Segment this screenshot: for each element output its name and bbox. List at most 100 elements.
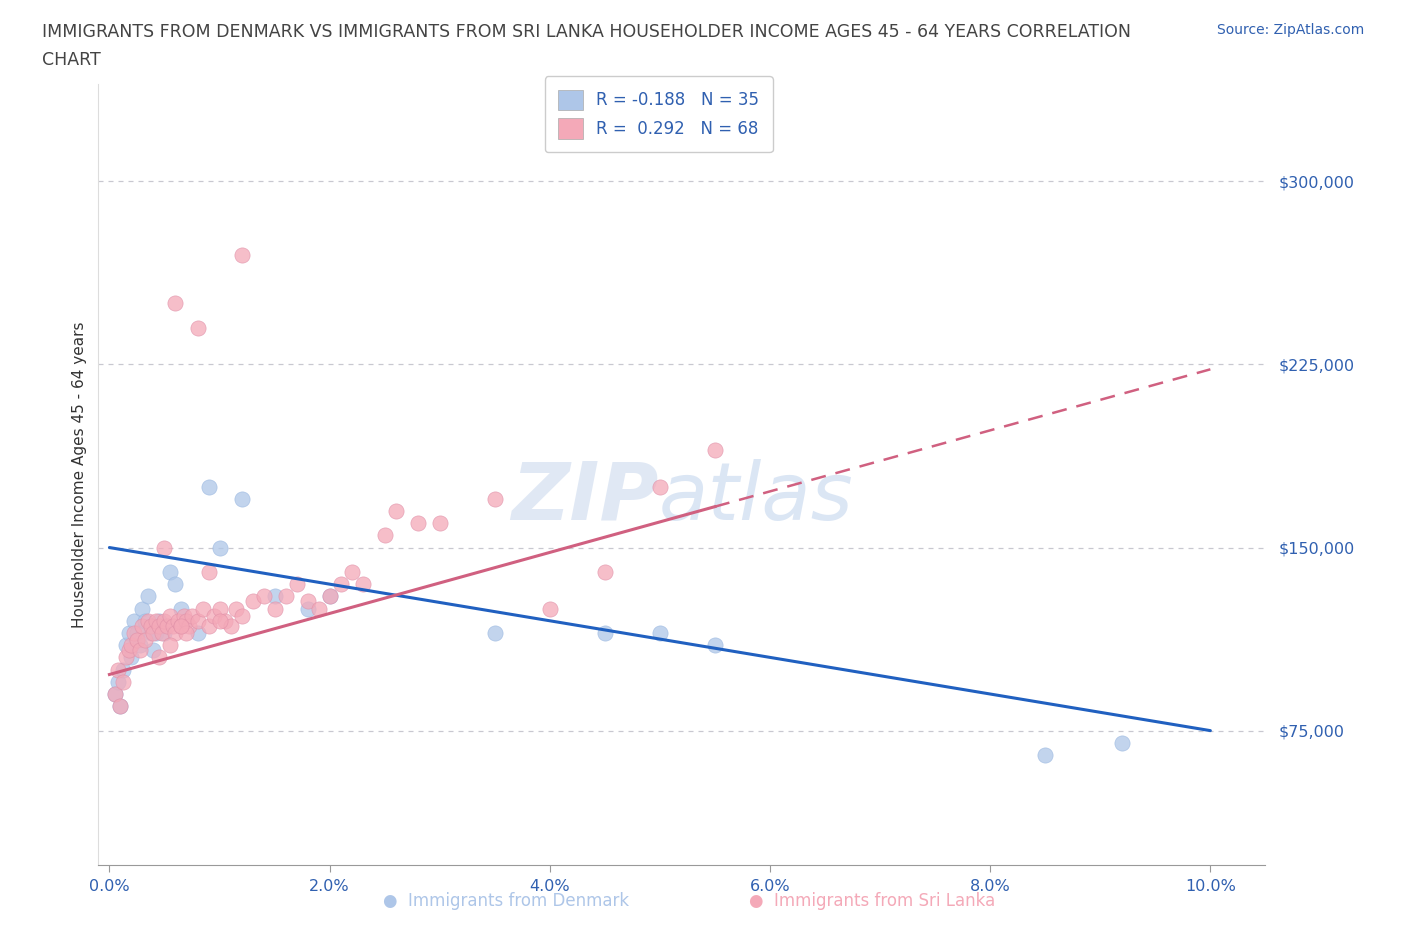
Point [593,565,616,579]
Point [297,593,319,608]
Point [186,614,208,629]
Point [111,662,134,677]
Point [186,320,208,335]
Point [208,540,231,555]
Point [115,650,138,665]
Point [170,618,193,633]
Point [384,503,406,518]
Point [703,638,725,653]
Point [129,638,152,653]
Point [538,601,561,616]
Point [166,614,188,629]
Point [134,614,156,629]
Point [142,626,165,641]
Point [141,626,163,641]
Point [318,589,340,604]
Text: IMMIGRANTS FROM DENMARK VS IMMIGRANTS FROM SRI LANKA HOUSEHOLDER INCOME AGES 45 : IMMIGRANTS FROM DENMARK VS IMMIGRANTS FR… [42,23,1132,41]
Point [148,650,170,665]
Point [118,643,141,658]
Point [145,626,167,641]
Point [131,601,153,616]
Point [263,601,285,616]
Point [150,626,173,641]
Point [484,491,506,506]
Y-axis label: Householder Income Ages 45 - 64 years: Householder Income Ages 45 - 64 years [72,321,87,628]
Point [162,618,184,633]
Point [156,618,179,633]
Point [111,674,134,689]
Point [120,650,142,665]
Text: CHART: CHART [42,51,101,69]
Point [263,589,285,604]
Point [170,618,193,633]
Point [197,618,219,633]
Point [202,608,225,623]
Text: atlas: atlas [658,458,853,537]
Point [159,638,181,653]
Point [352,577,374,591]
Point [176,614,198,629]
Point [125,626,148,641]
Point [104,686,127,701]
Point [484,626,506,641]
Point [593,626,616,641]
Point [191,601,214,616]
Point [153,540,176,555]
Point [165,296,187,311]
Point [110,698,132,713]
Point [186,626,208,641]
Point [176,614,198,629]
Point [242,593,264,608]
Point [231,491,253,506]
Text: Source: ZipAtlas.com: Source: ZipAtlas.com [1216,23,1364,37]
Point [176,626,198,641]
Point [104,686,127,701]
Point [340,565,363,579]
Text: ZIP: ZIP [512,458,658,537]
Point [252,589,274,604]
Point [173,608,195,623]
Point [148,618,170,633]
Point [231,247,253,262]
Point [110,698,132,713]
Point [177,618,200,633]
Point [318,589,340,604]
Point [131,618,153,633]
Point [153,626,176,641]
Point [406,515,429,530]
Point [1111,736,1133,751]
Point [231,608,253,623]
Point [329,577,352,591]
Point [107,662,129,677]
Point [197,565,219,579]
Point [115,638,138,653]
Point [374,528,396,543]
Point [208,614,231,629]
Point [170,601,193,616]
Point [145,614,167,629]
Point [285,577,308,591]
Point [153,614,176,629]
Point [129,643,152,658]
Point [136,589,159,604]
Point [159,565,181,579]
Point [274,589,297,604]
Point [181,608,204,623]
Point [1033,748,1056,763]
Point [429,515,451,530]
Point [120,638,142,653]
Point [214,614,236,629]
Point [134,632,156,647]
Point [297,601,319,616]
Point [118,626,141,641]
Point [219,618,242,633]
Point [148,614,170,629]
Point [141,618,163,633]
Point [122,614,145,629]
Point [107,674,129,689]
Point [703,443,725,458]
Point [308,601,330,616]
Legend: R = -0.188   N = 35, R =  0.292   N = 68: R = -0.188 N = 35, R = 0.292 N = 68 [544,76,772,153]
Point [208,601,231,616]
Text: ●  Immigrants from Denmark: ● Immigrants from Denmark [382,892,630,910]
